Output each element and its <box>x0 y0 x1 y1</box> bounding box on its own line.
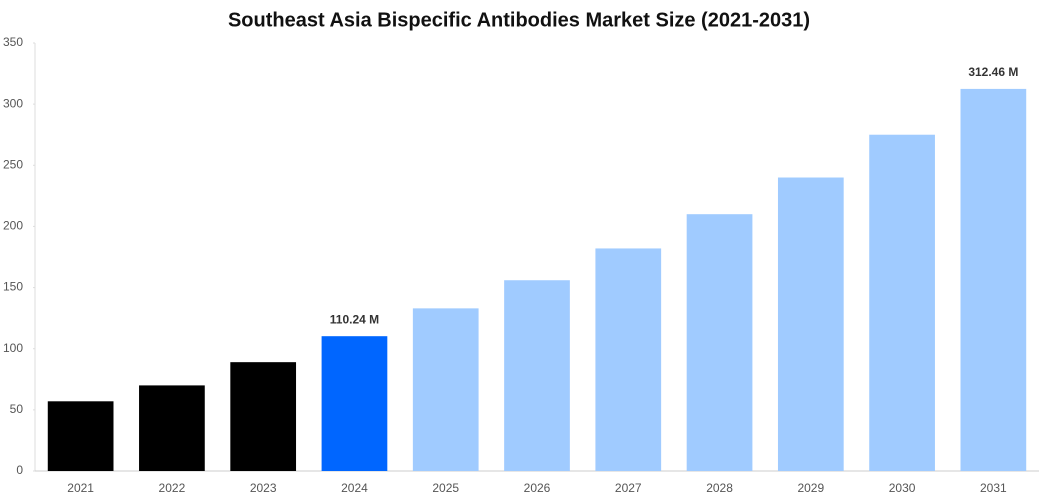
bar <box>777 177 844 471</box>
x-tick-label: 2023 <box>250 481 277 495</box>
bar <box>504 280 570 471</box>
y-tick-label: 150 <box>3 280 23 294</box>
value-label: 312.46 M <box>968 65 1018 79</box>
x-tick-label: 2030 <box>889 481 916 495</box>
chart-title: Southeast Asia Bispecific Antibodies Mar… <box>228 9 810 31</box>
x-tick-label: 2024 <box>341 481 368 495</box>
bar <box>960 88 1027 471</box>
bar <box>686 214 753 471</box>
x-tick-label: 2021 <box>67 481 94 495</box>
x-tick-label: 2026 <box>524 481 551 495</box>
bar <box>230 362 297 471</box>
y-tick-label: 250 <box>3 157 23 171</box>
bar <box>412 308 479 471</box>
x-tick-label: 2028 <box>706 481 733 495</box>
value-label: 110.24 M <box>330 312 379 326</box>
x-tick-label: 2029 <box>797 481 824 495</box>
y-tick-label: 350 <box>3 35 23 49</box>
y-tick-label: 0 <box>16 463 23 477</box>
y-tick-label: 100 <box>3 341 23 355</box>
bar <box>139 385 205 471</box>
bar <box>321 336 388 471</box>
bar <box>595 248 662 471</box>
y-tick-label: 200 <box>3 219 23 233</box>
x-tick-label: 2027 <box>615 481 642 495</box>
bar <box>869 134 935 471</box>
y-tick-label: 50 <box>10 402 24 416</box>
bar <box>47 401 114 471</box>
x-tick-label: 2025 <box>432 481 459 495</box>
x-tick-label: 2022 <box>159 481 186 495</box>
x-tick-label: 2031 <box>980 481 1007 495</box>
y-tick-label: 300 <box>3 96 23 110</box>
